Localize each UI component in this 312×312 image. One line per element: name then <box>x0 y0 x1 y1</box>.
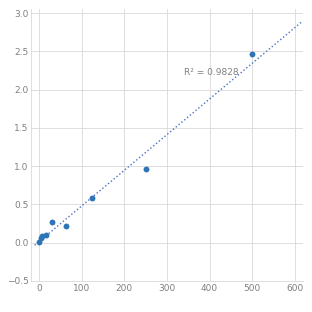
Point <box>250 52 255 57</box>
Point <box>50 219 55 224</box>
Point <box>37 239 41 244</box>
Point <box>90 196 95 201</box>
Text: R² = 0.9828: R² = 0.9828 <box>184 68 239 77</box>
Point <box>43 232 48 237</box>
Point <box>143 167 148 172</box>
Point <box>38 235 43 240</box>
Point <box>40 234 45 239</box>
Point <box>63 223 68 228</box>
